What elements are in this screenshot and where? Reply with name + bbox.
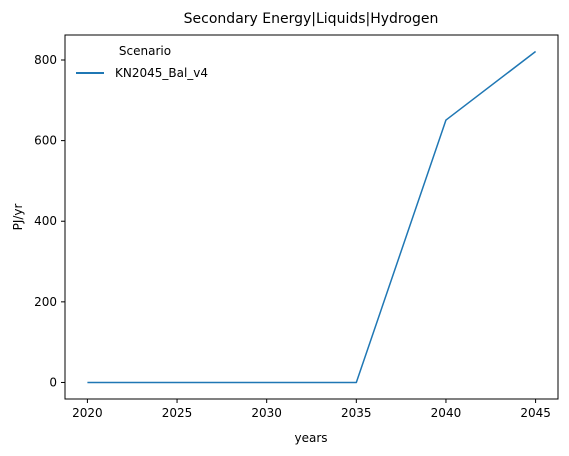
legend-label: KN2045_Bal_v4 <box>115 66 208 80</box>
x-tick-label: 2025 <box>162 406 193 420</box>
x-axis-label: years <box>294 431 327 445</box>
y-tick-label: 600 <box>34 134 57 148</box>
x-tick-label: 2020 <box>72 406 103 420</box>
plot-area <box>64 34 559 400</box>
x-axis: 2020 2025 2030 2035 2040 2045 <box>72 399 551 420</box>
x-tick-label: 2030 <box>251 406 282 420</box>
y-axis: 0 200 400 600 800 <box>34 53 65 389</box>
y-tick-label: 0 <box>49 375 57 389</box>
y-tick-label: 800 <box>34 53 57 67</box>
x-tick-label: 2040 <box>431 406 462 420</box>
x-tick-label: 2035 <box>341 406 372 420</box>
y-tick-label: 200 <box>34 295 57 309</box>
series-line <box>87 50 537 384</box>
legend-title: Scenario <box>119 44 171 58</box>
x-tick-label: 2045 <box>520 406 551 420</box>
series-layer <box>87 50 537 384</box>
legend: Scenario KN2045_Bal_v4 <box>76 44 208 80</box>
y-axis-label: PJ/yr <box>11 204 25 231</box>
y-tick-label: 400 <box>34 214 57 228</box>
chart-title: Secondary Energy|Liquids|Hydrogen <box>184 11 439 27</box>
